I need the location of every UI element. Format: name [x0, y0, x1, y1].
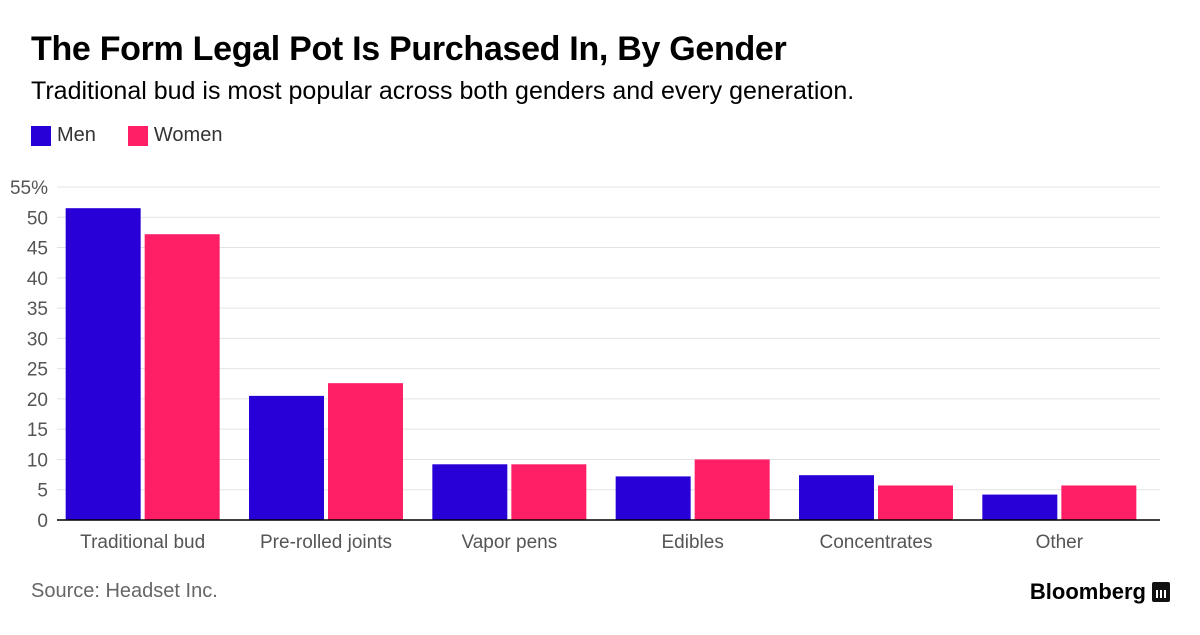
y-tick-label: 45	[27, 239, 48, 260]
y-tick-label: 10	[27, 450, 48, 471]
y-tick-label: 15	[27, 420, 48, 441]
legend: Men Women	[31, 124, 254, 147]
brand-logo: Bloomberg	[1030, 579, 1170, 605]
brand-name: Bloomberg	[1029, 579, 1146, 604]
y-tick-label: 5	[37, 481, 48, 502]
bar-men-0	[65, 208, 141, 520]
y-tick-label: 30	[27, 329, 48, 350]
bar-men-4	[799, 475, 874, 520]
y-tick-label: 20	[27, 390, 48, 411]
bar-women-0	[144, 234, 220, 520]
x-tick-label: Edibles	[662, 532, 724, 553]
bar-women-5	[1061, 485, 1137, 520]
y-tick-label: 35	[27, 299, 48, 320]
x-tick-label: Concentrates	[819, 532, 932, 553]
bar-men-2	[432, 464, 508, 520]
x-tick-label: Other	[1036, 532, 1084, 553]
y-tick-label: 55%	[10, 178, 48, 199]
x-tick-label: Pre-rolled joints	[260, 532, 392, 553]
bar-women-3	[694, 459, 770, 520]
bar-women-4	[878, 485, 953, 520]
bar-women-1	[328, 383, 403, 520]
source-note: Source: Headset Inc.	[31, 580, 218, 602]
bloomberg-terminal-icon	[1152, 582, 1170, 602]
legend-label-men: Men	[57, 124, 96, 146]
y-tick-label: 50	[27, 208, 48, 229]
y-tick-label: 0	[37, 511, 48, 532]
legend-swatch-men	[31, 125, 51, 146]
chart-subtitle: Traditional bud is most popular across b…	[31, 77, 855, 105]
legend-item-women: Women	[127, 124, 223, 147]
bar-men-3	[615, 476, 691, 520]
bar-men-1	[249, 395, 324, 520]
bar-men-5	[982, 494, 1058, 520]
chart-title: The Form Legal Pot Is Purchased In, By G…	[31, 30, 787, 68]
x-tick-label: Traditional bud	[80, 532, 205, 553]
legend-item-men: Men	[31, 124, 96, 147]
legend-label-women: Women	[153, 124, 223, 146]
x-tick-label: Vapor pens	[461, 532, 557, 553]
y-tick-label: 40	[27, 269, 48, 290]
bar-women-2	[511, 464, 587, 520]
y-tick-label: 25	[27, 360, 48, 381]
legend-swatch-women	[127, 125, 148, 146]
